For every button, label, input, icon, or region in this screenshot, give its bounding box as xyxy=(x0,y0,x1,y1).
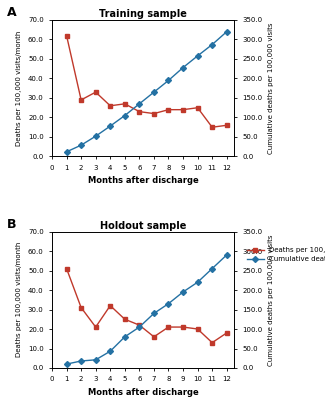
Y-axis label: Cumulative deaths per 100,000 visits: Cumulative deaths per 100,000 visits xyxy=(268,234,274,366)
Y-axis label: Cumulative deaths per 100,000 visits: Cumulative deaths per 100,000 visits xyxy=(268,22,274,154)
Y-axis label: Deaths per 100,000 visits/month: Deaths per 100,000 visits/month xyxy=(16,242,22,358)
Text: B: B xyxy=(6,218,16,231)
X-axis label: Months after discharge: Months after discharge xyxy=(88,388,198,397)
Title: Training sample: Training sample xyxy=(99,9,187,19)
Title: Holdout sample: Holdout sample xyxy=(100,221,186,231)
Y-axis label: Deaths per 100,000 visits/month: Deaths per 100,000 visits/month xyxy=(16,30,22,146)
X-axis label: Months after discharge: Months after discharge xyxy=(88,176,198,185)
Text: A: A xyxy=(6,6,16,19)
Legend: Deaths per 100,000 visits, Cumulative deaths per 100,000 visits: Deaths per 100,000 visits, Cumulative de… xyxy=(247,247,325,262)
